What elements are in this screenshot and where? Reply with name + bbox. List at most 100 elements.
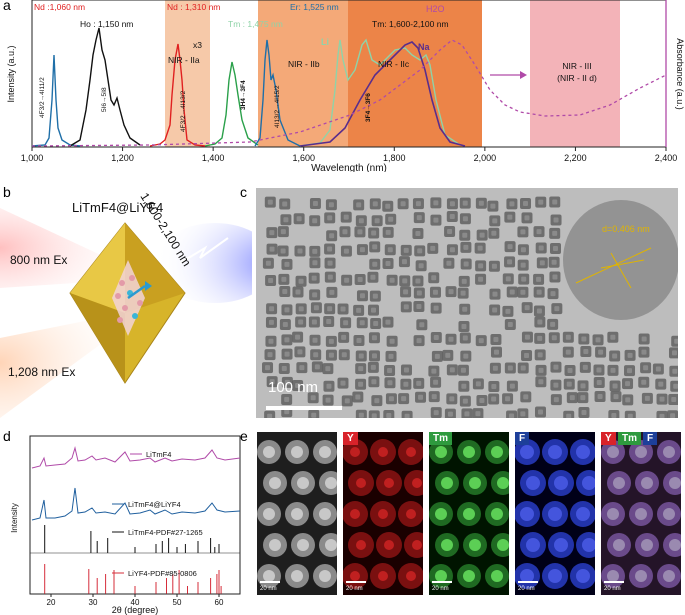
tem-particle-core <box>312 201 318 207</box>
panel-b-label: b <box>3 184 11 200</box>
tem-particle-core <box>672 368 678 374</box>
tem-particle-core <box>569 395 575 401</box>
tem-particle-core <box>433 379 439 385</box>
legend-ho: Ho : 1,150 nm <box>80 19 133 29</box>
tem-particle-core <box>670 413 676 418</box>
tem-particle-core <box>566 413 572 418</box>
x-axis-label: Wavelength (nm) <box>311 163 387 172</box>
tem-particle-core <box>536 229 542 235</box>
xrd-tick-label: 60 <box>215 598 224 607</box>
transition-nd-1310: 4F3/2→4I13/2 <box>180 90 187 132</box>
eds-particle-core <box>469 477 481 489</box>
tem-particle-core <box>387 368 393 374</box>
tem-particle-core <box>326 383 332 389</box>
series-nd-1310 <box>149 43 206 147</box>
tem-particle-core <box>299 365 305 371</box>
tem-particle-core <box>388 353 394 359</box>
eds-particle-core <box>263 508 275 520</box>
tem-particle-core <box>298 278 304 284</box>
eds-particle-core <box>526 476 540 490</box>
tem-particle-core <box>312 248 318 254</box>
eds-particle-core <box>526 538 540 552</box>
tem-particle-core <box>359 247 365 253</box>
series-tm-1475 <box>204 61 259 147</box>
nir-2a-label: NIR - IIa <box>168 55 200 65</box>
tem-particle-core <box>385 203 391 209</box>
tem-particle-core <box>387 247 393 253</box>
eds-particle-core <box>263 446 275 458</box>
tem-particle-core <box>537 409 543 415</box>
eds-particle-core <box>663 508 675 520</box>
eds-particle-core <box>269 539 281 551</box>
eds-particle-core <box>378 571 388 581</box>
x3-label: x3 <box>193 40 202 50</box>
eds-particle-core <box>663 446 675 458</box>
tem-particle-core <box>374 398 380 404</box>
eds-particle-core <box>548 569 562 583</box>
tem-particle-core <box>371 307 377 313</box>
tem-particle-core <box>374 218 380 224</box>
tem-particle-core <box>343 320 349 326</box>
xrd-tick-label: 50 <box>173 598 182 607</box>
tem-particle-core <box>462 306 468 312</box>
region-nir-2c <box>348 0 482 147</box>
tem-particle-core <box>565 334 571 340</box>
eds-particle-core <box>582 538 595 552</box>
tem-particle-core <box>388 396 394 402</box>
tem-particle-core <box>268 277 274 283</box>
tem-particle-core <box>311 319 317 325</box>
xrd-legend-litmf4: LiTmF4 <box>146 450 171 459</box>
eds-scale-haadf: 20 nm <box>260 586 277 592</box>
eds-particle-core <box>412 478 422 488</box>
series-er-1525 <box>254 39 301 147</box>
eds-particle-core <box>406 509 416 519</box>
tem-particle-core <box>478 338 484 344</box>
series-li <box>299 38 461 147</box>
tem-particle-core <box>449 201 455 207</box>
tem-particle-core <box>492 365 498 371</box>
tem-particle-core <box>265 365 271 371</box>
tem-particle-core <box>491 230 497 236</box>
tem-particle-core <box>520 365 526 371</box>
eds-particle-core <box>548 507 562 521</box>
lattice-label: d=0.406 nm <box>602 224 650 234</box>
eds-particle-core <box>554 476 568 490</box>
tem-particle-core <box>462 232 468 238</box>
eds-particle-core <box>463 570 475 582</box>
eds-particle-core <box>635 570 647 582</box>
series-ho-1150 <box>69 27 141 147</box>
eds-tag-f: F <box>515 432 530 445</box>
eds-particle-core <box>613 477 625 489</box>
xrd-tick-label: 40 <box>131 598 140 607</box>
tem-particle-core <box>673 383 678 389</box>
region-nir-2a <box>165 0 210 147</box>
tem-particle-core <box>282 321 288 327</box>
eds-particle-core <box>663 570 675 582</box>
tem-particle-core <box>507 365 513 371</box>
tem-particle-core <box>566 381 572 387</box>
tem-particle-core <box>284 337 290 343</box>
x-ticks: 1,000 1,200 1,400 1,600 1,800 2,000 2,200 2,400 <box>21 147 677 163</box>
tem-particle-core <box>507 322 513 328</box>
eds-particle-core <box>269 477 281 489</box>
tem-particle-core <box>462 216 468 222</box>
tem-particle-core <box>449 367 455 373</box>
tem-particle-core <box>343 214 349 220</box>
tem-particle-core <box>552 230 558 236</box>
eds-haadf-image: 20 nm <box>257 432 337 595</box>
tem-particle-core <box>433 410 439 416</box>
tem-particle-core <box>509 289 515 295</box>
tem-particle-core <box>449 214 455 220</box>
tem-particle-core <box>612 353 618 359</box>
tem-particle-core <box>372 261 378 267</box>
tem-particle-core <box>491 396 497 402</box>
tem-particle-core <box>520 411 526 417</box>
transition-tm-2: 3F4→3F6 <box>365 93 372 122</box>
eds-particle-core <box>384 478 394 488</box>
nir-2d-label: (NIR - II d) <box>557 73 597 83</box>
tem-particle-core <box>389 277 395 283</box>
tem-particle-core <box>314 364 320 370</box>
eds-scale-y: 20 nm <box>346 586 363 592</box>
tem-particle-core <box>449 247 455 253</box>
tem-particle-core <box>595 337 601 343</box>
